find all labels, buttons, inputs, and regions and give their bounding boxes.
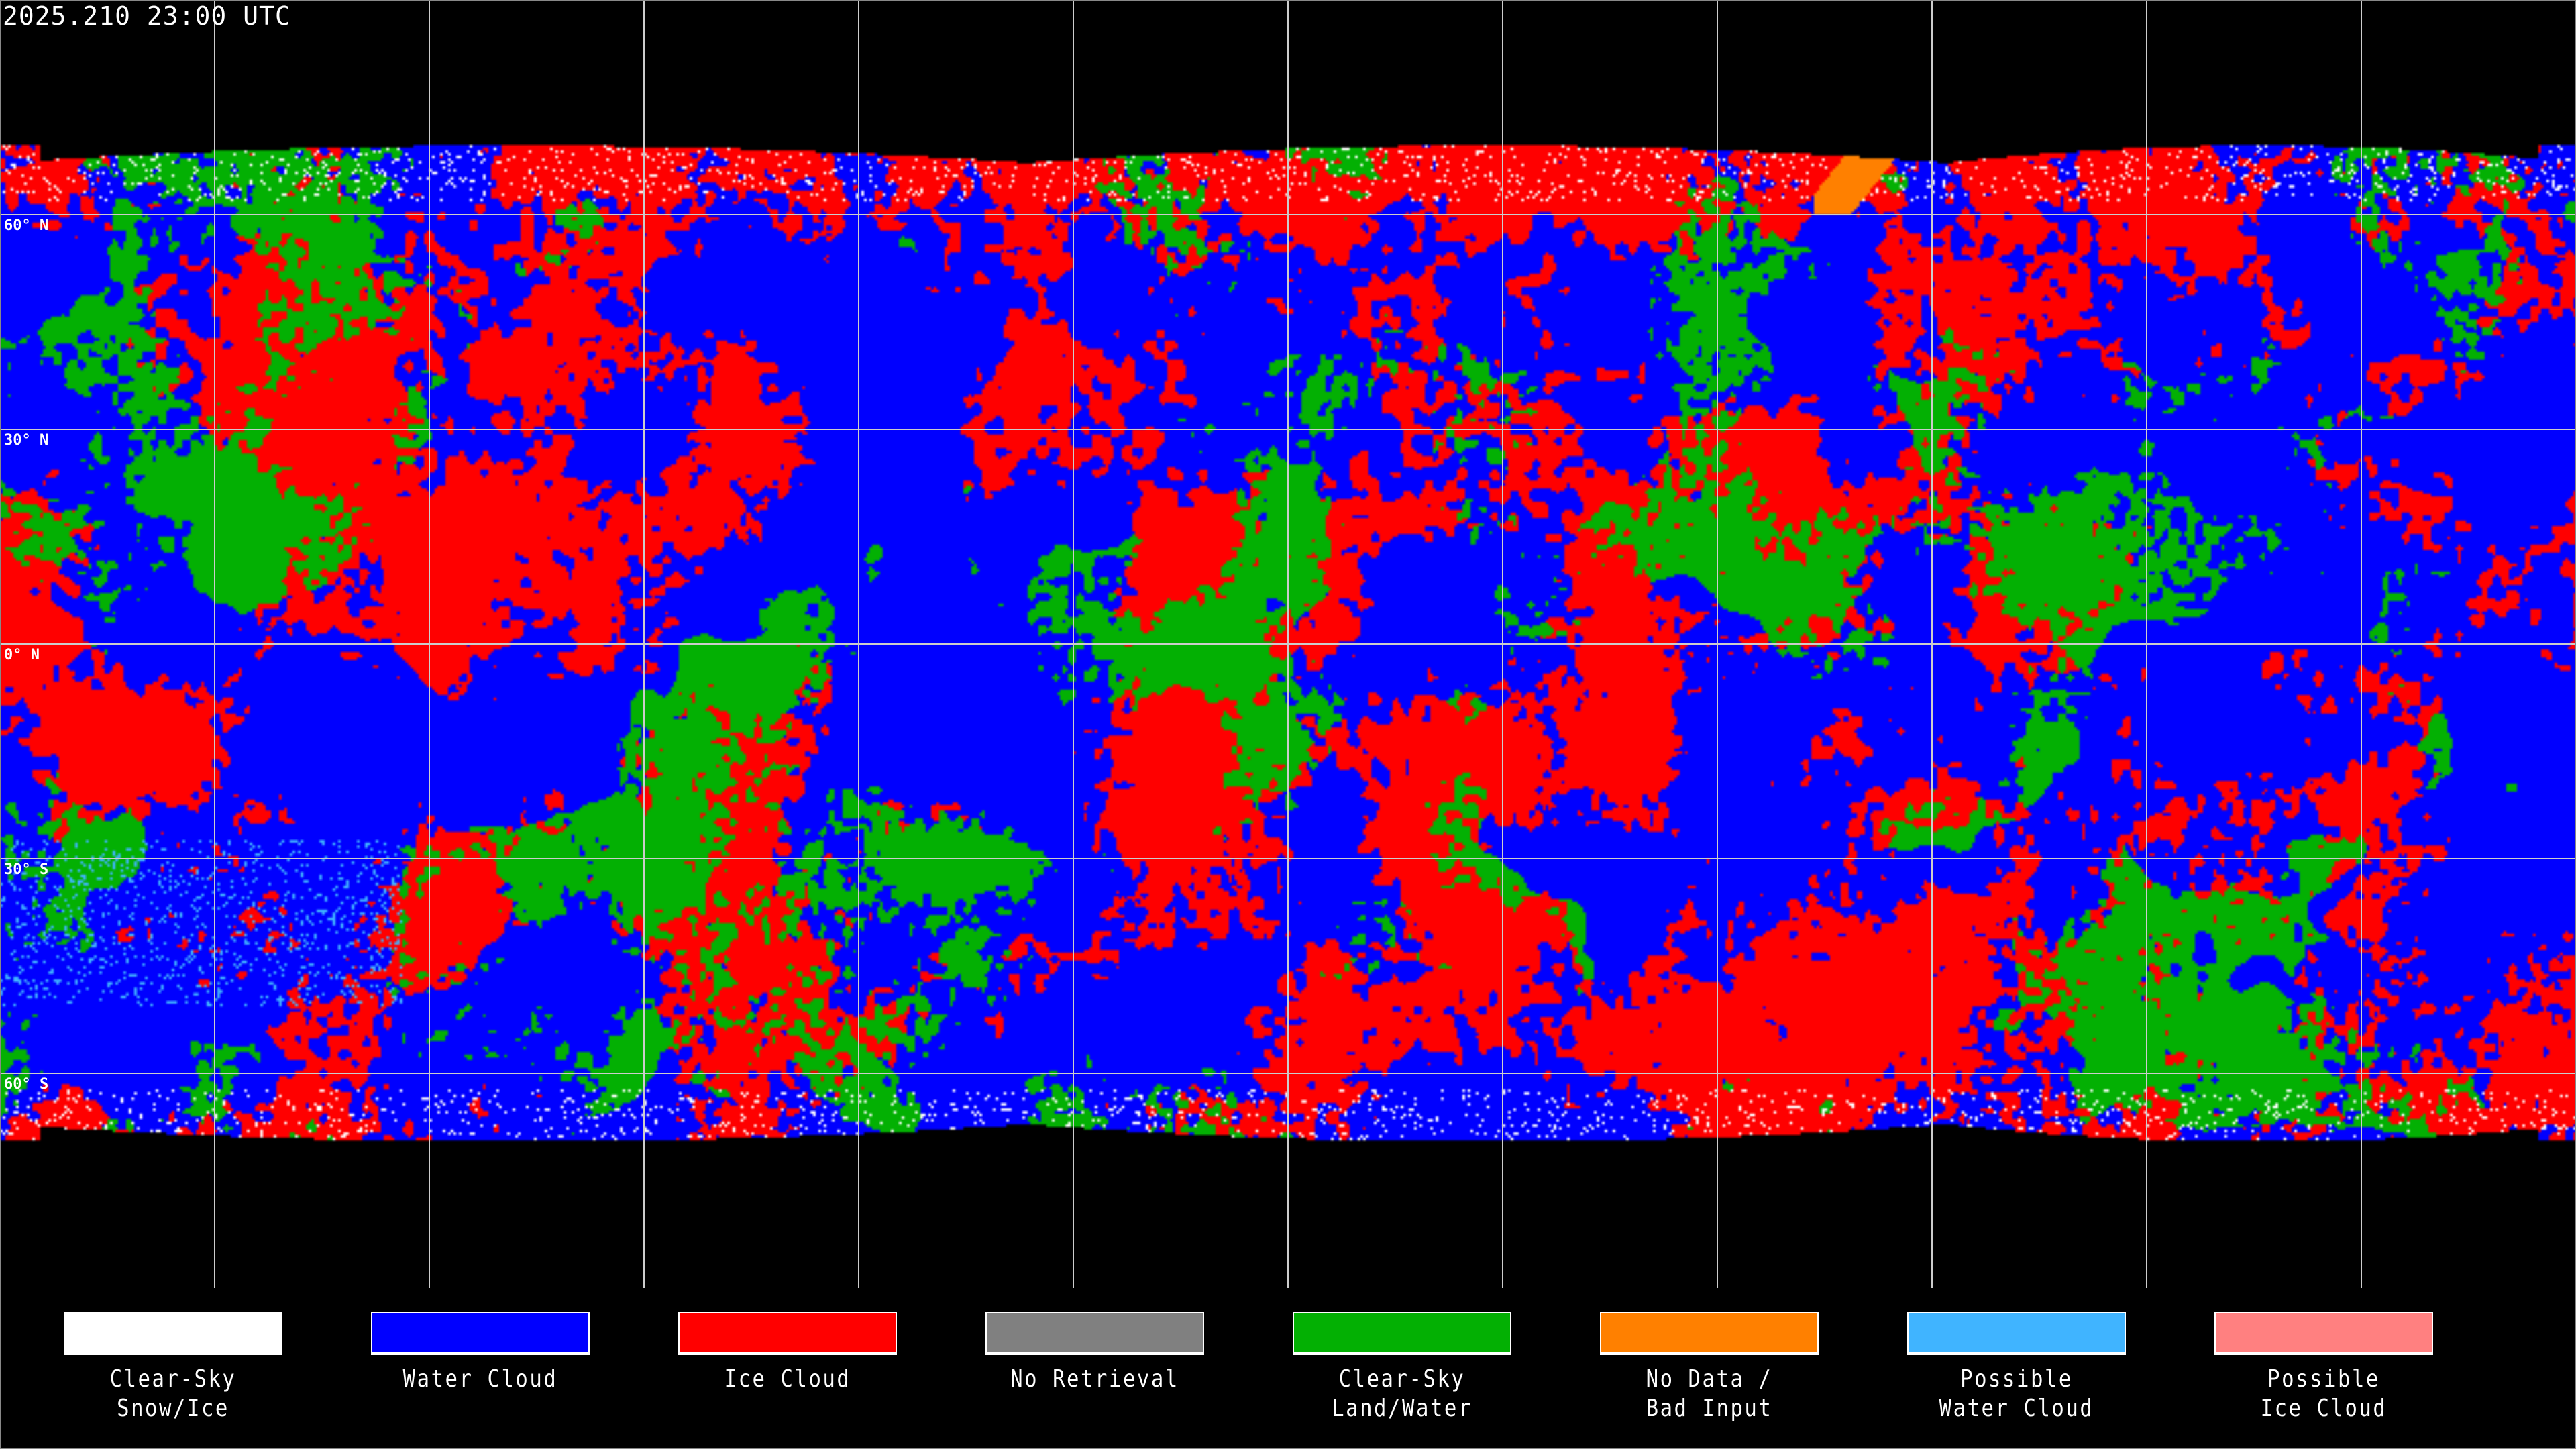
legend-swatch	[371, 1312, 590, 1355]
legend-item-ice-cloud: Ice Cloud	[677, 1312, 898, 1394]
legend-item-no-retrieval: No Retrieval	[984, 1312, 1205, 1394]
legend-item-clear-sky-land-water: Clear-Sky Land/Water	[1291, 1312, 1513, 1424]
legend-label: Ice Cloud	[724, 1365, 851, 1393]
legend-label: Water Cloud	[402, 1365, 558, 1393]
timestamp-title: 2025.210 23:00 UTC	[3, 1, 291, 31]
legend-item-water-cloud: Water Cloud	[370, 1312, 591, 1394]
legend-swatch	[2214, 1312, 2433, 1355]
lat-label-30n: 30° N	[4, 432, 49, 449]
legend-label: Clear-Sky	[109, 1365, 237, 1393]
legend-swatch	[1600, 1312, 1819, 1355]
legend-swatch	[678, 1312, 897, 1355]
legend: Clear-Sky Snow/Ice Water Cloud Ice Cloud …	[0, 1288, 2576, 1449]
legend-item-no-data-bad-input: No Data / Bad Input	[1599, 1312, 1820, 1424]
lat-label-60n: 60° N	[4, 217, 49, 234]
legend-label: Ice Cloud	[2260, 1395, 2387, 1422]
legend-item-possible-water-cloud: Possible Water Cloud	[1906, 1312, 2127, 1424]
legend-label: Clear-Sky	[1338, 1365, 1466, 1393]
legend-label: Water Cloud	[1939, 1395, 2094, 1422]
legend-swatch	[64, 1312, 282, 1355]
legend-item-possible-ice-cloud: Possible Ice Cloud	[2213, 1312, 2434, 1424]
lat-label-60s: 60° S	[4, 1076, 49, 1093]
legend-swatch	[1293, 1312, 1511, 1355]
legend-label: No Data /	[1646, 1365, 1773, 1393]
legend-label: Snow/Ice	[117, 1395, 229, 1422]
legend-label: Possible	[2267, 1365, 2380, 1393]
lat-lon-grid	[0, 0, 2576, 1288]
lat-label-30s: 30° S	[4, 861, 49, 878]
lat-label-0n: 0° N	[4, 647, 40, 663]
legend-label: Bad Input	[1646, 1395, 1773, 1422]
legend-swatch	[1907, 1312, 2126, 1355]
legend-swatch	[985, 1312, 1204, 1355]
legend-label: No Retrieval	[1010, 1365, 1179, 1393]
legend-label: Possible	[1960, 1365, 2073, 1393]
legend-item-clear-sky-snow-ice: Clear-Sky Snow/Ice	[62, 1312, 284, 1424]
legend-label: Land/Water	[1332, 1395, 1472, 1422]
